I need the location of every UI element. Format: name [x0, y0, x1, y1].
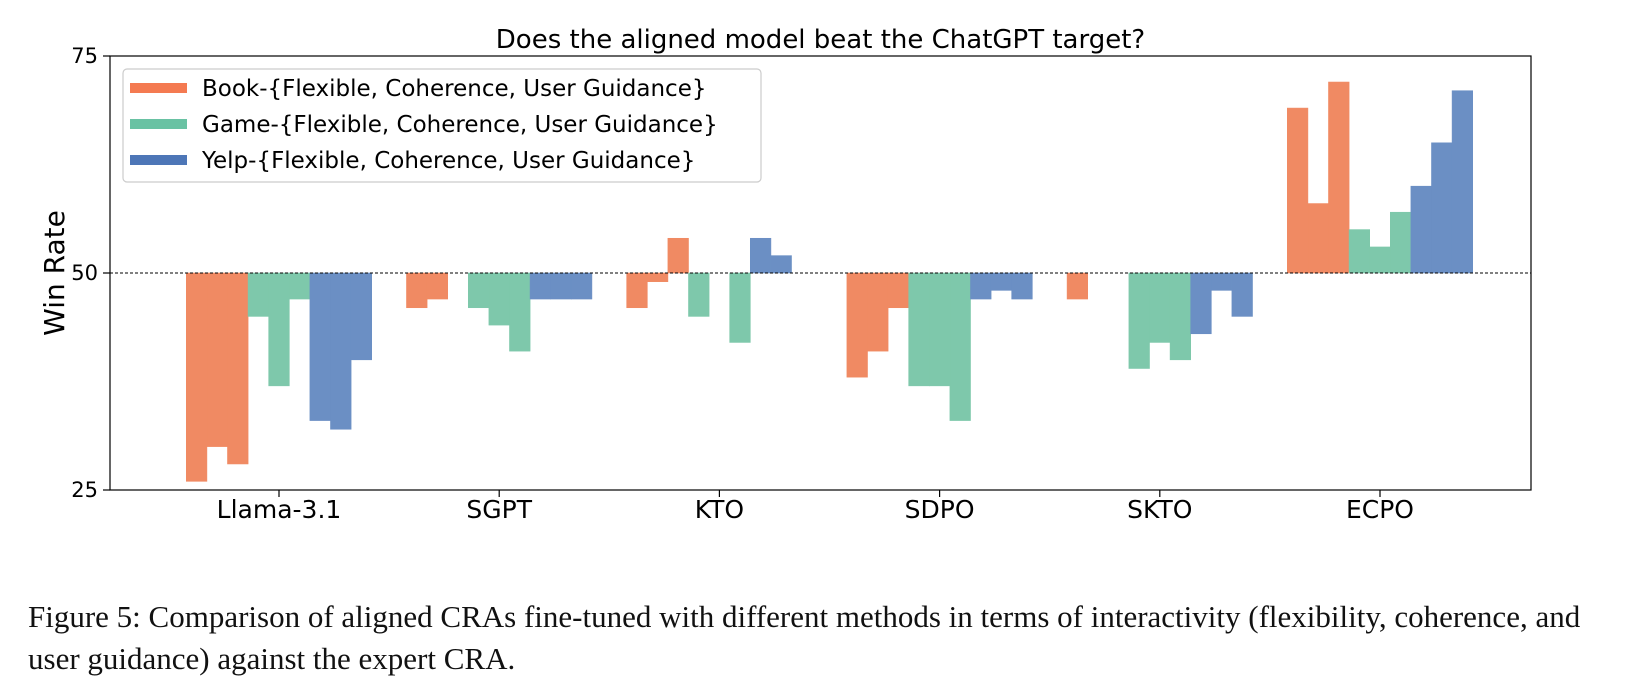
y-tick-label: 25 [71, 478, 98, 502]
legend-swatch [130, 155, 187, 165]
x-tick-label: ECPO [1346, 495, 1414, 524]
bar [247, 272, 270, 317]
bar [1066, 272, 1088, 300]
bar [1128, 272, 1150, 369]
legend-entry-label: Yelp-{Flexible, Coherence, User Guidance… [201, 148, 695, 174]
bar [529, 272, 551, 300]
win-rate-chart: 25 50 75 Llama-3.1 SGPT KTO SDPO SKTO ECPO Does t… [38, 25, 1532, 524]
bar [186, 272, 208, 482]
bar [1011, 272, 1033, 300]
bar [626, 272, 648, 309]
chart-canvas: 25 50 75 Llama-3.1 SGPT KTO SDPO SKTO ECPO Does t… [38, 25, 1532, 524]
bar [667, 237, 689, 274]
bar [309, 272, 331, 421]
legend-box [122, 68, 762, 183]
x-tick-label: SDPO [905, 495, 975, 524]
bar [206, 272, 228, 447]
x-tick-label: Llama-3.1 [217, 495, 342, 524]
legend: Book-{Flexible, Coherence, User Guidance… [122, 68, 762, 183]
bar [1169, 272, 1191, 361]
bar [688, 272, 710, 317]
bar [1451, 90, 1473, 274]
bar [1190, 272, 1212, 335]
figure-caption: Figure 5: Comparison of aligned CRAs fin… [28, 599, 1581, 676]
bar [288, 272, 311, 300]
bars-group [186, 81, 1473, 482]
bar [729, 272, 751, 343]
bar [1211, 272, 1233, 291]
legend-entry-label: Game-{Flexible, Coherence, User Guidance… [202, 112, 718, 138]
legend-swatch [130, 119, 187, 129]
bar [646, 272, 669, 282]
bar [350, 272, 373, 361]
bar [268, 272, 290, 387]
x-tick-label: SGPT [466, 495, 532, 524]
y-axis-label: Win Rate [38, 210, 71, 336]
bar [509, 272, 531, 352]
y-tick-label: 75 [71, 44, 98, 68]
bar [770, 255, 792, 274]
bar [908, 272, 930, 387]
x-tick-label: KTO [695, 495, 744, 524]
bar [1410, 185, 1432, 274]
bar [846, 272, 868, 378]
bar [550, 272, 572, 300]
bar [1390, 211, 1412, 274]
bar [1149, 272, 1171, 343]
x-tick-label: SKTO [1127, 495, 1192, 524]
bar [1369, 246, 1391, 274]
bar [990, 272, 1012, 291]
bar [570, 272, 593, 300]
bar [949, 272, 971, 421]
y-tick-label: 50 [71, 261, 98, 285]
bar [749, 237, 772, 274]
bar [887, 272, 909, 309]
bar [928, 272, 951, 387]
bar [1287, 107, 1309, 274]
bar [1348, 229, 1370, 274]
bar [1328, 81, 1350, 274]
bar [970, 272, 992, 300]
bar [1307, 203, 1329, 274]
bar [867, 272, 889, 352]
bar [227, 272, 249, 465]
bar [1431, 142, 1453, 274]
bar [330, 272, 352, 430]
legend-entry-label: Book-{Flexible, Coherence, User Guidance… [202, 76, 706, 102]
bar [467, 272, 490, 309]
legend-swatch [130, 83, 187, 93]
bar [426, 272, 449, 300]
bar [488, 272, 510, 326]
bar [1231, 272, 1253, 317]
bar [406, 272, 428, 309]
chart-title: Does the aligned model beat the ChatGPT … [496, 25, 1145, 55]
